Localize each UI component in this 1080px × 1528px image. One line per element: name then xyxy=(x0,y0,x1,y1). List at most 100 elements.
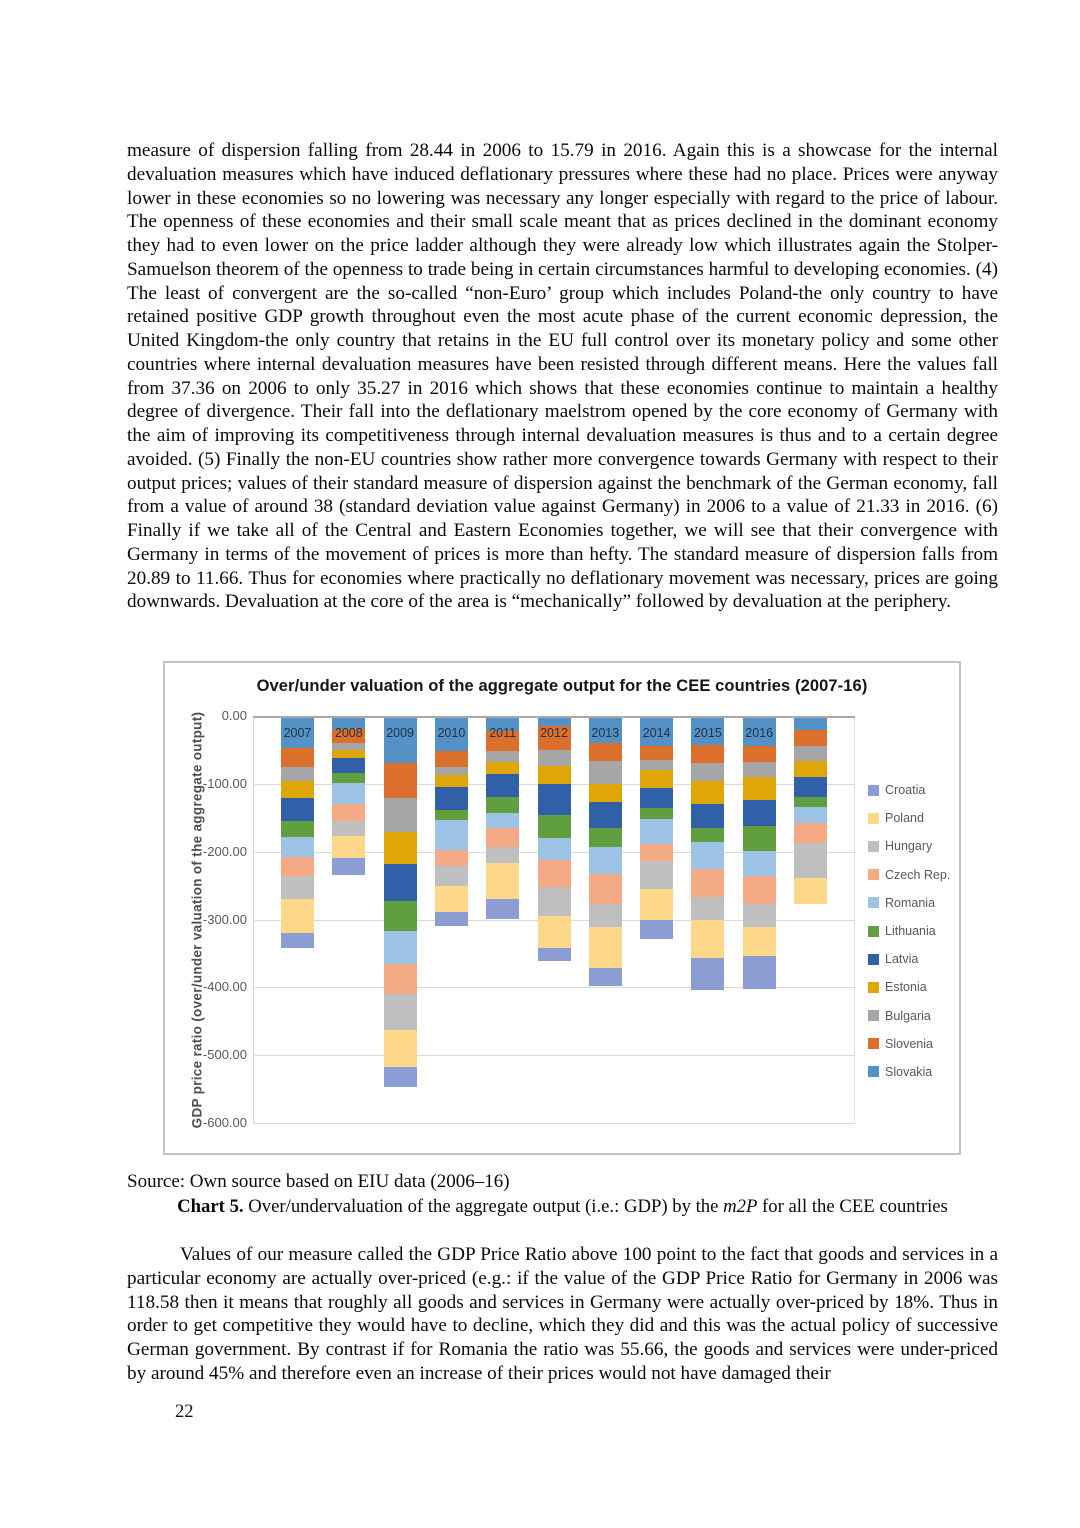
stacked-bar-2014: 2014 xyxy=(640,717,674,939)
bar-segment-czech-rep- xyxy=(383,963,417,994)
bar-segment-bulgaria xyxy=(640,759,674,770)
stacked-bar-2011: 2011 xyxy=(486,717,520,920)
legend-swatch-icon xyxy=(868,1010,879,1022)
bar-segment-slovakia xyxy=(281,717,314,748)
bar-segment-croatia xyxy=(383,1066,417,1087)
bar-segment-bulgaria xyxy=(742,762,776,778)
chart-legend: Croatia Poland Hungary Czech Rep. Romania Lit… xyxy=(868,776,950,1086)
bar-segment-hungary xyxy=(640,860,674,890)
bar-segment-lithuania xyxy=(434,809,468,821)
bar-segment-poland xyxy=(742,927,776,956)
legend-label: Hungary xyxy=(885,839,933,854)
legend-entry-bulgaria: Bulgaria xyxy=(868,1002,950,1030)
bar-segment-romania xyxy=(486,813,520,829)
bar-segment-hungary xyxy=(742,904,776,928)
bar-segment-hungary xyxy=(588,903,622,927)
bar-segment-lithuania xyxy=(794,796,827,808)
chart-5: Over/under valuation of the aggregate ou… xyxy=(163,661,961,1155)
stacked-bar-2015: 2015 xyxy=(691,717,725,990)
y-tick-label: -300.00 xyxy=(202,911,247,927)
bar-year-label: 2012 xyxy=(540,726,568,740)
bar-segment-hungary xyxy=(281,876,314,900)
bar-year-label: 2015 xyxy=(693,726,722,740)
bar-segment-romania xyxy=(281,837,314,857)
legend-label: Lithuania xyxy=(885,924,936,939)
bar-segment-poland xyxy=(383,1030,417,1067)
bar-segment-bulgaria xyxy=(691,763,725,782)
legend-label: Romania xyxy=(885,895,936,910)
bar-segment-latvia xyxy=(332,757,366,773)
stacked-bar-2013: 2013 xyxy=(588,717,622,987)
bar-segment-slovakia xyxy=(486,717,520,732)
bar-segment-bulgaria xyxy=(537,749,571,766)
bar-segment-latvia xyxy=(742,800,776,826)
bar-segment-czech-rep- xyxy=(691,868,725,898)
bar-segment-bulgaria xyxy=(281,767,314,781)
bar-segment-slovenia xyxy=(383,763,417,798)
bar-segment-lithuania xyxy=(332,772,366,783)
gridline xyxy=(253,987,855,989)
bar-year-label: 2014 xyxy=(642,726,671,740)
bar-segment-slovakia xyxy=(742,717,776,747)
bar-segment-latvia xyxy=(383,864,417,901)
legend-swatch-icon xyxy=(868,1066,879,1078)
bar-segment-estonia xyxy=(383,832,417,865)
stacked-bar-2010: 2010 xyxy=(434,717,468,926)
bar-segment-latvia xyxy=(537,784,571,816)
stacked-bar-2008: 2008 xyxy=(332,717,366,875)
body-paragraph-2: Values of our measure called the GDP Pri… xyxy=(127,1244,998,1384)
bar-segment-slovenia xyxy=(537,726,571,750)
bar-segment-hungary xyxy=(434,866,468,886)
bar-segment-croatia xyxy=(537,947,571,962)
bar-year-label: 2016 xyxy=(745,726,774,740)
legend-swatch-icon xyxy=(868,953,879,965)
legend-entry-latvia: Latvia xyxy=(868,945,950,973)
bar-segment-croatia xyxy=(691,958,725,990)
bar-segment-czech-rep- xyxy=(486,828,520,847)
bar-segment-latvia xyxy=(794,777,827,797)
bar-segment-estonia xyxy=(434,775,468,787)
bar-segment-hungary xyxy=(486,846,520,863)
bar-segment-bulgaria xyxy=(486,750,520,763)
bar-segment-slovakia xyxy=(640,717,674,747)
bar-segment-czech-rep- xyxy=(537,860,571,887)
stacked-bar-2007: 2007 xyxy=(281,717,314,948)
gridline xyxy=(253,1123,855,1124)
bar-segment-slovenia xyxy=(332,729,366,743)
bar-segment-bulgaria xyxy=(332,742,366,750)
chart-title: Over/under valuation of the aggregate ou… xyxy=(256,677,868,695)
bar-segment-slovenia xyxy=(588,742,622,762)
bar-segment-estonia xyxy=(537,765,571,785)
source-line: Source: Own source based on EIU data (20… xyxy=(127,1171,510,1192)
legend-swatch-icon xyxy=(868,840,879,852)
bar-segment-estonia xyxy=(640,769,674,789)
legend-swatch-icon xyxy=(868,897,879,909)
bar-segment-hungary xyxy=(383,993,417,1031)
y-tick-label: -200.00 xyxy=(202,843,247,859)
zero-axis-line xyxy=(253,716,855,718)
bar-segment-czech-rep- xyxy=(588,873,622,904)
bar-segment-croatia xyxy=(742,955,776,989)
bar-segment-lithuania xyxy=(691,827,725,843)
legend-entry-hungary: Hungary xyxy=(868,832,950,860)
bar-segment-slovakia xyxy=(691,717,725,745)
bar-year-label: 2007 xyxy=(283,726,312,740)
bar-segment-hungary xyxy=(691,897,725,921)
bar-year-label: 2009 xyxy=(386,726,414,740)
legend-swatch-icon xyxy=(868,925,879,937)
y-tick-label: -500.00 xyxy=(202,1047,247,1063)
bar-year-label: 2013 xyxy=(591,726,620,740)
legend-swatch-icon xyxy=(868,1038,879,1050)
bar-segment-poland xyxy=(640,889,674,921)
stacked-bar-extra xyxy=(794,717,827,905)
bar-segment-lithuania xyxy=(486,797,520,814)
bar-segment-estonia xyxy=(332,749,366,758)
bar-segment-slovenia xyxy=(434,750,468,768)
stacked-bar-2012: 2012 xyxy=(537,717,571,962)
legend-label: Croatia xyxy=(885,783,926,798)
bar-segment-lithuania xyxy=(537,815,571,839)
legend-swatch-icon xyxy=(868,869,879,881)
legend-entry-croatia: Croatia xyxy=(868,776,950,804)
bar-segment-romania xyxy=(332,782,366,805)
bar-segment-slovakia xyxy=(434,717,468,751)
